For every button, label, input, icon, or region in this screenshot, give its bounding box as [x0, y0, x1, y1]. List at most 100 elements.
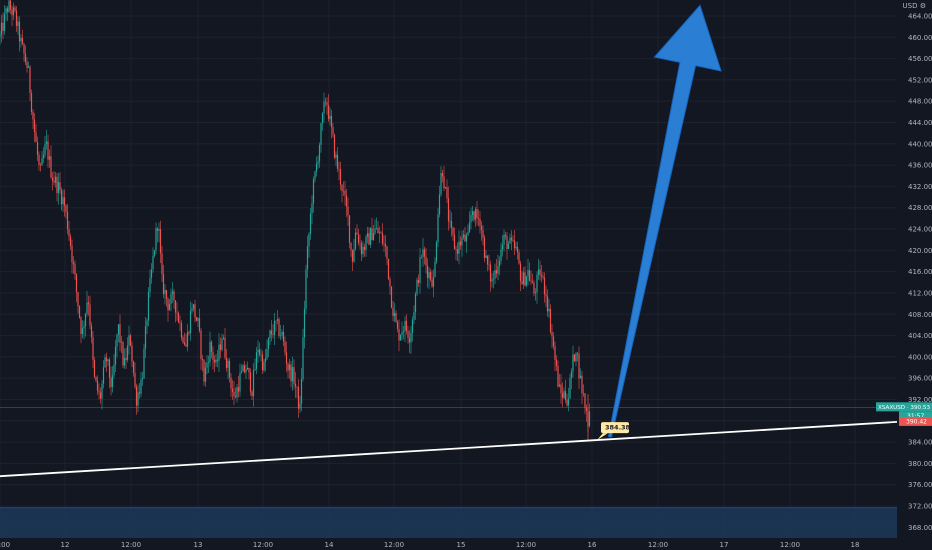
candle-body: [383, 243, 385, 245]
y-tick-label: 452.00: [908, 76, 932, 84]
currency-label[interactable]: USD ⚙: [903, 2, 926, 10]
candle-body: [468, 222, 471, 232]
last-price-tag-label: XSAXUSD · 390.53: [878, 405, 930, 411]
candle-body: [563, 391, 565, 398]
x-tick-label: 18: [851, 541, 860, 549]
candle-body: [555, 359, 558, 366]
candle-body: [231, 388, 234, 392]
y-tick-label: 408.00: [908, 311, 932, 319]
candle-body: [197, 318, 199, 321]
candle-body: [462, 234, 465, 238]
x-tick-label: 12:00: [121, 541, 141, 549]
candle-body: [470, 215, 472, 223]
candle-body: [525, 276, 528, 286]
candle-body: [192, 304, 195, 309]
candle-body: [366, 233, 369, 237]
x-tick-label: 12:00: [0, 541, 10, 549]
candle-body: [0, 34, 1, 38]
candle-body: [360, 243, 363, 255]
candle-body: [491, 279, 493, 282]
candle-body: [443, 176, 445, 189]
candle-body: [405, 320, 408, 332]
candle-body: [539, 269, 541, 276]
candle-body: [480, 225, 483, 231]
low-price-tag-label: 390.42: [906, 418, 927, 425]
y-tick-label: 440.00: [908, 140, 932, 148]
candle-body: [380, 232, 382, 234]
candle-body: [419, 257, 421, 284]
candle-body: [35, 132, 37, 142]
x-tick-label: 12:00: [253, 541, 273, 549]
candle-body: [113, 364, 115, 376]
candle-body: [501, 244, 504, 250]
candle-body: [230, 377, 232, 389]
x-axis[interactable]: 12:00 12 12:00 13 12:00 14 12:00 15 12:00 16 12:00…: [0, 541, 859, 549]
candle-body: [20, 37, 22, 42]
candle-body: [216, 359, 219, 361]
candle-body: [536, 274, 538, 293]
candle-body: [321, 113, 324, 124]
candle-body: [47, 141, 49, 160]
candle-body: [60, 190, 63, 205]
candle-body: [375, 228, 378, 229]
candle-body: [404, 320, 406, 331]
candle-body: [341, 184, 343, 192]
candle-body: [23, 43, 25, 54]
y-tick-label: 420.00: [908, 247, 932, 255]
candle-body: [200, 330, 202, 360]
candle-body: [108, 359, 111, 378]
candle-body: [128, 335, 130, 346]
candle-body: [372, 232, 375, 241]
candle-body: [96, 380, 99, 391]
projection-arrow[interactable]: [607, 4, 722, 438]
candle-body: [266, 349, 268, 359]
candle-body: [438, 194, 441, 215]
candle-body: [177, 313, 180, 323]
candle-body: [455, 248, 457, 250]
candle-body: [330, 115, 333, 128]
candle-body: [369, 228, 372, 245]
candle-body: [141, 378, 144, 380]
annotation-label: 384.38: [605, 424, 631, 432]
candle-body: [371, 228, 373, 241]
candle-body: [423, 249, 426, 257]
trendline-segment[interactable]: [0, 418, 932, 478]
candle-body: [510, 237, 513, 241]
candle-body: [483, 237, 486, 258]
candle-body: [89, 304, 91, 326]
candle-body: [512, 240, 514, 242]
candle-body: [257, 349, 259, 353]
candle-body: [270, 330, 273, 335]
candle-body: [384, 243, 387, 247]
candle-body: [303, 308, 306, 338]
settings-icon[interactable]: ⚙: [919, 2, 926, 10]
y-axis[interactable]: 368.00372.00376.00380.00384.00388.00392.…: [897, 0, 932, 550]
candle-body: [285, 352, 288, 364]
candle-body: [486, 255, 489, 265]
candle-body: [50, 156, 52, 178]
candle-body: [95, 376, 97, 381]
candle-body: [288, 364, 291, 371]
candle-body: [204, 367, 207, 382]
candle-body: [530, 280, 532, 282]
candle-body: [297, 386, 300, 409]
arrow-shape[interactable]: [607, 4, 722, 438]
candle-body: [585, 407, 588, 412]
candle-body: [65, 205, 67, 212]
candle-body: [408, 338, 411, 343]
candle-body: [117, 324, 120, 335]
y-tick-label: 396.00: [908, 375, 932, 383]
candle-body: [339, 169, 342, 185]
candle-body: [161, 253, 163, 275]
candle-body: [474, 209, 477, 220]
candle-body: [15, 10, 18, 26]
trendline[interactable]: [0, 418, 932, 478]
candle-body: [542, 276, 544, 278]
candle-body: [582, 393, 585, 394]
x-tick-label: 16: [588, 541, 597, 549]
candle-body: [335, 154, 337, 158]
price-annotation[interactable]: 384.38: [597, 422, 631, 441]
candle-body: [401, 331, 403, 336]
candle-body: [578, 353, 580, 379]
